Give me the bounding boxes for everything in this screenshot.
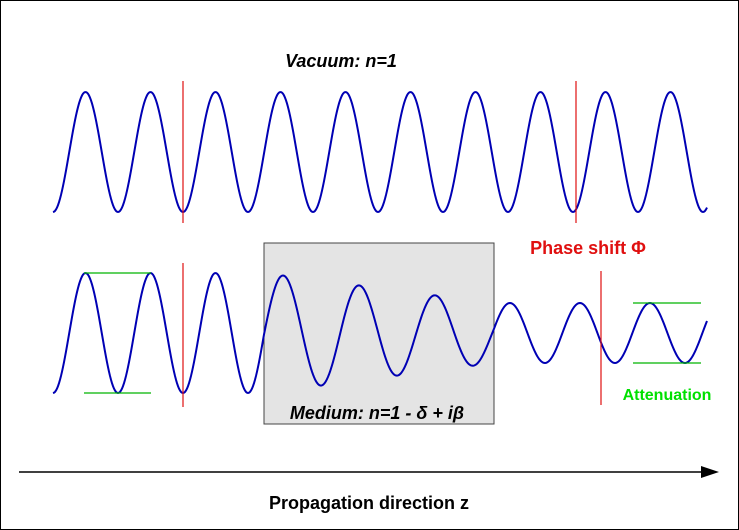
attenuation-label: Attenuation — [623, 387, 712, 404]
medium-label: Medium: n=1 - δ + iβ — [290, 403, 464, 423]
propagation-label: Propagation direction z — [269, 493, 469, 513]
medium-wave — [52, 272, 708, 395]
phase-shift-label: Phase shift Φ — [530, 238, 646, 258]
right-arrow-icon — [701, 466, 719, 478]
vacuum-label: Vacuum: n=1 — [285, 51, 397, 71]
vacuum-wave — [52, 91, 708, 214]
